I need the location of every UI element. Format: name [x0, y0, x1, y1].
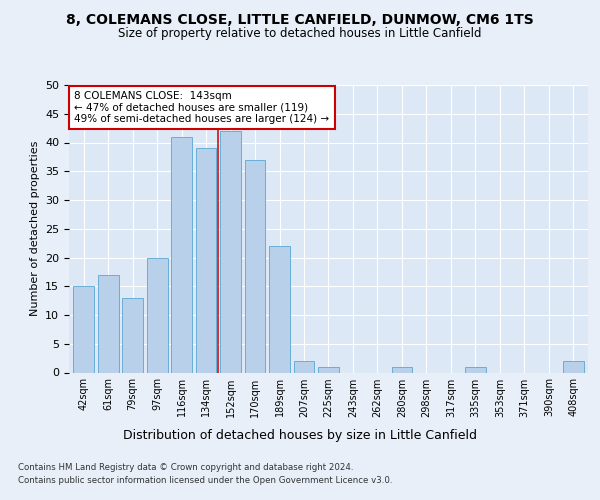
Bar — [171, 136, 192, 372]
Bar — [318, 367, 339, 372]
Bar — [196, 148, 217, 372]
Text: Contains public sector information licensed under the Open Government Licence v3: Contains public sector information licen… — [18, 476, 392, 485]
Text: Contains HM Land Registry data © Crown copyright and database right 2024.: Contains HM Land Registry data © Crown c… — [18, 462, 353, 471]
Bar — [465, 367, 486, 372]
Bar — [392, 367, 412, 372]
Bar — [563, 361, 584, 372]
Bar — [122, 298, 143, 372]
Bar — [245, 160, 265, 372]
Bar — [220, 131, 241, 372]
Y-axis label: Number of detached properties: Number of detached properties — [29, 141, 40, 316]
Text: 8, COLEMANS CLOSE, LITTLE CANFIELD, DUNMOW, CM6 1TS: 8, COLEMANS CLOSE, LITTLE CANFIELD, DUNM… — [66, 12, 534, 26]
Bar — [98, 275, 119, 372]
Bar — [293, 361, 314, 372]
Bar — [269, 246, 290, 372]
Text: Size of property relative to detached houses in Little Canfield: Size of property relative to detached ho… — [118, 28, 482, 40]
Text: Distribution of detached houses by size in Little Canfield: Distribution of detached houses by size … — [123, 428, 477, 442]
Bar — [73, 286, 94, 372]
Text: 8 COLEMANS CLOSE:  143sqm
← 47% of detached houses are smaller (119)
49% of semi: 8 COLEMANS CLOSE: 143sqm ← 47% of detach… — [74, 91, 329, 124]
Bar — [147, 258, 167, 372]
